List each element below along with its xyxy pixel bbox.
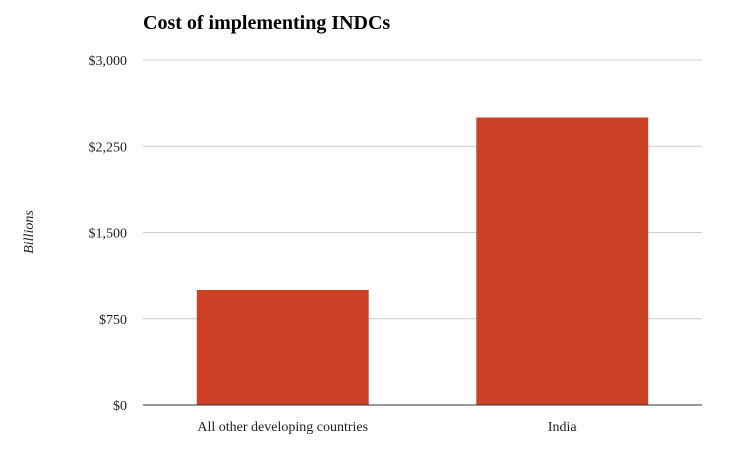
y-axis-label: Billions [22, 210, 37, 254]
y-axis-ticks: $0 $750 $1,500 $2,250 $3,000 [89, 54, 128, 414]
y-tick-label: $0 [113, 399, 127, 414]
bars [196, 117, 649, 405]
y-tick-label: $3,000 [89, 54, 128, 69]
bar [476, 117, 649, 405]
y-tick-label: $1,500 [89, 227, 128, 242]
chart-title: Cost of implementing INDCs [143, 12, 390, 34]
x-category-label: India [548, 420, 578, 435]
y-tick-label: $2,250 [89, 140, 128, 155]
y-tick-label: $750 [99, 313, 127, 328]
x-category-label: All other developing countries [197, 420, 368, 435]
x-axis-categories: All other developing countries India [197, 420, 577, 435]
bar [196, 290, 369, 405]
